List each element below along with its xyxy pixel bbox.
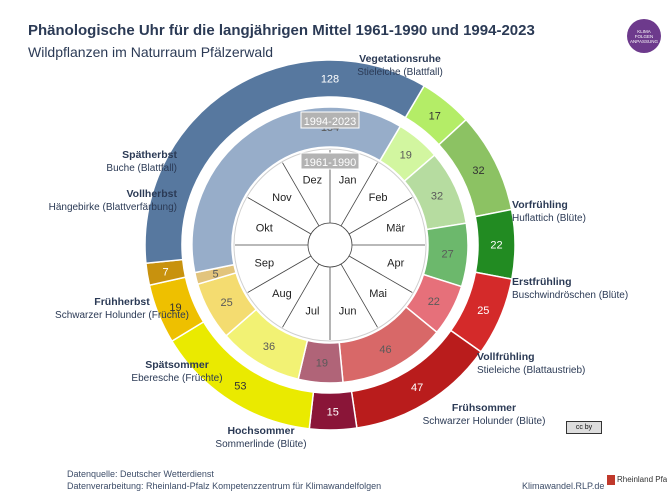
indicator-label-vegetationsruhe: Stieleiche (Blattfall) — [357, 67, 443, 78]
ring-1-spaetsommer-value: 19 — [316, 358, 328, 370]
indicator-label-vollfruehling: Stieleiche (Blattaustrieb) — [477, 365, 585, 376]
phase-label-fruehsommer: Frühsommer — [452, 402, 516, 414]
phase-label-vollherbst: Vollherbst — [126, 188, 177, 200]
ring-1-hochsommer-value: 46 — [379, 344, 391, 356]
month-label-aug: Aug — [272, 288, 292, 300]
indicator-label-fruehsommer: Schwarzer Holunder (Blüte) — [423, 416, 546, 427]
ring-1-vollfruehling-value: 27 — [442, 249, 454, 261]
month-label-feb: Feb — [369, 192, 388, 204]
indicator-label-spaetsommer: Eberesche (Früchte) — [131, 373, 222, 384]
ring-1-vollherbst-value: 25 — [220, 297, 232, 309]
ring-0-vegetationsruhe-segment — [144, 59, 426, 265]
ring-0-fruehsommer-value: 25 — [477, 305, 489, 317]
website-link[interactable]: Klimawandel.RLP.de — [522, 481, 605, 491]
ring-0-spaetherbst-value: 7 — [163, 266, 169, 278]
cc-license-icon: cc by — [566, 421, 602, 434]
ring-1-fruehsommer-value: 22 — [428, 296, 440, 308]
indicator-label-vorfruehling: Huflattich (Blüte) — [512, 213, 586, 224]
month-label-maer: Mär — [386, 222, 405, 234]
ring-1-fruehherbst-value: 36 — [263, 341, 275, 353]
outer-ring-period-label: 1994-2023 — [304, 116, 357, 128]
ring-0-hochsommer-value: 47 — [411, 382, 423, 394]
indicator-label-hochsommer: Sommerlinde (Blüte) — [215, 439, 306, 450]
clock-center — [307, 222, 353, 268]
ring-0-fruehherbst-value: 53 — [234, 380, 246, 392]
indicator-label-erstfruehling: Buschwindröschen (Blüte) — [512, 290, 628, 301]
ring-0-vorfruehling-value: 17 — [429, 111, 441, 123]
indicator-label-spaetherbst: Buche (Blattfall) — [106, 163, 177, 174]
month-divider — [340, 162, 378, 227]
inner-ring-period-label-box — [300, 152, 360, 170]
phase-label-fruehherbst: Frühherbst — [94, 296, 150, 308]
ring-0-vollfruehling-value: 22 — [490, 239, 502, 251]
phase-label-spaetherbst: Spätherbst — [122, 149, 177, 161]
month-label-apr: Apr — [387, 258, 404, 270]
data-source-note: Datenquelle: Deutscher Wetterdienst — [67, 469, 214, 479]
indicator-label-fruehherbst: Schwarzer Holunder (Früchte) — [55, 310, 189, 321]
month-label-okt: Okt — [256, 222, 273, 234]
month-label-dez: Dez — [303, 174, 323, 186]
month-label-jan: Jan — [339, 174, 357, 186]
inner-ring-period-label: 1961-1990 — [304, 157, 357, 169]
kompetenzzentrum-logo-icon: KLIMA FOLGEN ANPASSUNG — [627, 19, 661, 53]
month-label-jul: Jul — [305, 306, 319, 318]
ring-0-erstfruehling-value: 32 — [472, 165, 484, 177]
month-divider — [340, 263, 378, 328]
month-divider — [348, 197, 413, 235]
month-label-mai: Mai — [369, 288, 387, 300]
indicator-label-vollherbst: Hängebirke (Blattverfärbung) — [49, 202, 177, 213]
phase-label-hochsommer: Hochsommer — [227, 425, 294, 437]
month-divider — [282, 263, 320, 328]
outer-ring-period-label-box — [300, 111, 360, 129]
month-label-nov: Nov — [272, 192, 292, 204]
ring-0-vegetationsruhe-value: 128 — [321, 74, 339, 86]
phase-label-vegetationsruhe: Vegetationsruhe — [359, 53, 441, 65]
chart-subtitle: Wildpflanzen im Naturraum Pfälzerwald — [28, 44, 274, 60]
phase-label-spaetsommer: Spätsommer — [145, 359, 209, 371]
ring-1-erstfruehling-value: 32 — [431, 190, 443, 202]
ring-1-vegetationsruhe-segment — [191, 106, 402, 274]
month-divider — [282, 162, 320, 227]
chart-title: Phänologische Uhr für die langjährigen M… — [28, 22, 535, 39]
month-divider — [348, 255, 413, 293]
phase-label-vorfruehling: Vorfrühling — [512, 199, 568, 211]
month-divider — [247, 197, 312, 235]
phase-label-erstfruehling: Erstfrühling — [512, 276, 572, 288]
ring-1-spaetherbst-value: 5 — [212, 269, 218, 281]
month-label-sep: Sep — [255, 258, 275, 270]
month-label-jun: Jun — [339, 306, 357, 318]
phase-label-vollfruehling: Vollfrühling — [477, 351, 535, 363]
rlp-logo: Rheinland Pfalz — [607, 475, 667, 485]
month-divider — [247, 255, 312, 293]
ring-0-spaetsommer-value: 15 — [327, 406, 339, 418]
ring-0-vollherbst-value: 19 — [169, 302, 181, 314]
ring-1-vorfruehling-value: 19 — [400, 150, 412, 162]
rlp-crest-icon — [607, 475, 615, 485]
data-processing-note: Datenverarbeitung: Rheinland-Pfalz Kompe… — [67, 481, 382, 491]
